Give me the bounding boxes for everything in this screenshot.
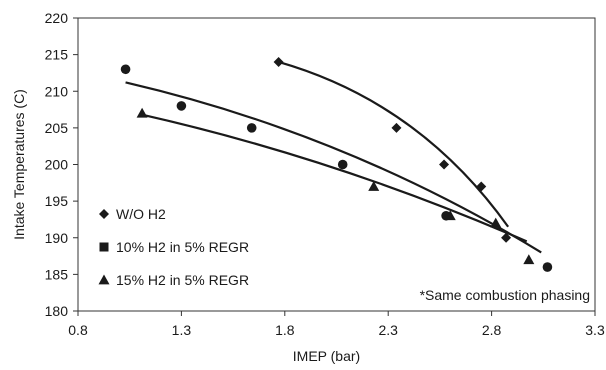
data-point-series-1 — [501, 232, 512, 243]
legend-label-series-2: 10% H2 in 5% REGR — [116, 239, 249, 255]
x-tick-label: 1.3 — [172, 322, 192, 338]
x-tick-label: 1.8 — [275, 322, 295, 338]
data-point-series-3 — [368, 180, 380, 191]
x-tick-label: 2.3 — [378, 322, 398, 338]
legend-label-series-1: W/O H2 — [116, 206, 166, 222]
trendline-series-2 — [125, 81, 542, 254]
legend-marker-series-3 — [98, 274, 110, 285]
data-point-series-3 — [136, 107, 148, 118]
x-axis-title: IMEP (bar) — [293, 348, 360, 364]
y-tick-label: 215 — [45, 47, 69, 63]
y-tick-label: 200 — [45, 157, 69, 173]
data-point-series-2 — [337, 159, 348, 170]
y-tick-label: 205 — [45, 120, 69, 136]
data-point-series-3 — [523, 254, 535, 265]
y-axis-title: Intake Temperatures (C) — [11, 89, 27, 240]
y-tick-label: 180 — [45, 303, 69, 319]
data-point-series-3 — [490, 217, 502, 228]
data-point-series-1 — [476, 181, 487, 192]
data-point-series-3 — [444, 210, 456, 221]
data-point-series-1 — [439, 159, 450, 170]
y-tick-label: 190 — [45, 230, 69, 246]
x-tick-label: 0.8 — [68, 322, 88, 338]
data-point-series-1 — [391, 122, 402, 133]
legend-marker-series-1 — [99, 209, 109, 219]
plot-frame — [77, 17, 596, 312]
data-point-series-2 — [176, 101, 187, 111]
y-tick-label: 185 — [45, 266, 69, 282]
y-tick-label: 210 — [45, 83, 69, 99]
data-point-series-1 — [273, 56, 284, 67]
y-tick-label: 220 — [45, 10, 69, 26]
data-point-series-2 — [120, 64, 131, 75]
y-tick-label: 195 — [45, 193, 69, 209]
legend-label-series-3: 15% H2 in 5% REGR — [116, 272, 249, 288]
x-tick-label: 2.8 — [482, 322, 502, 338]
legend-marker-series-2 — [99, 242, 109, 252]
annotation-note: *Same combustion phasing — [420, 287, 590, 303]
x-tick-label: 3.3 — [585, 322, 605, 338]
data-point-series-2 — [542, 262, 553, 272]
trendline-series-1 — [278, 60, 510, 228]
data-point-series-2 — [246, 123, 257, 133]
trendline-series-3 — [141, 113, 528, 243]
